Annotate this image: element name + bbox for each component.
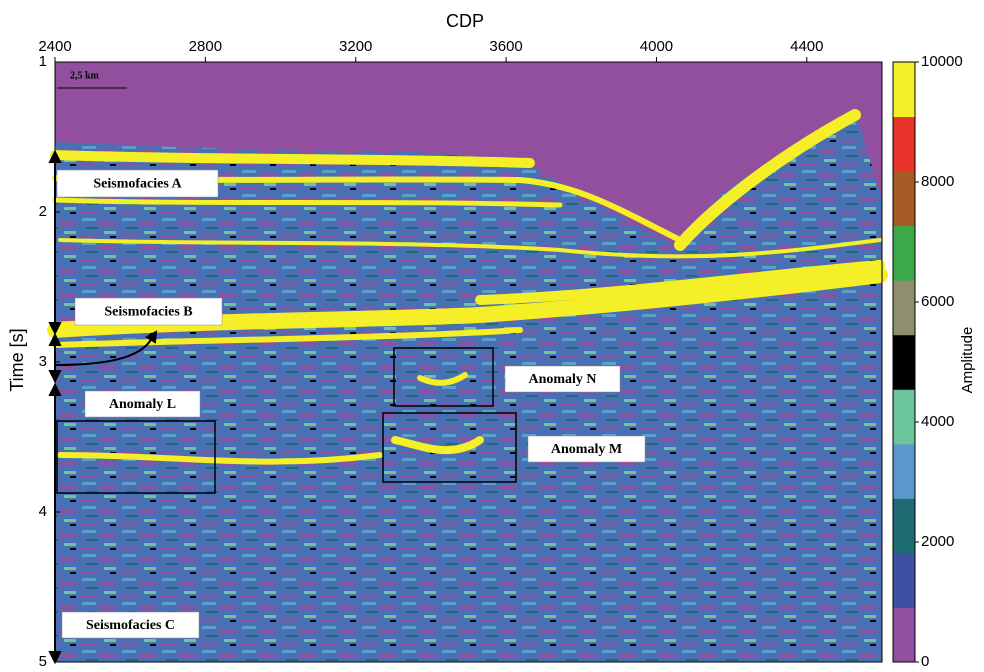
y-tick-label: 1 [39,53,47,70]
colorbar-band [893,444,915,499]
annotation-label: Anomaly M [551,442,622,457]
x-tick-label: 4400 [790,38,823,55]
colorbar-tick-label: 2000 [921,533,954,550]
x-tick-label: 2800 [189,38,222,55]
colorbar-tick-label: 8000 [921,173,954,190]
colorbar-tick-label: 0 [921,653,929,670]
colorbar-band [893,335,915,390]
annotation-label: Seismofacies B [104,305,192,320]
annotation-label: Anomaly N [528,372,596,387]
x-tick-label: 3600 [489,38,522,55]
colorbar-tick-label: 6000 [921,293,954,310]
x-tick-label: 4000 [640,38,673,55]
y-axis-title: Time [s] [7,328,27,391]
colorbar-band [893,389,915,444]
y-tick-label: 5 [39,653,47,670]
colorbar-band [893,62,915,117]
seismic-image [50,62,882,662]
annotation-label: Anomaly L [109,397,176,412]
x-axis-title: CDP [446,11,484,31]
colorbar-tick-label: 10000 [921,53,963,70]
figure: CDP Time [s] Amplitude 2,5 km 2400280032… [0,0,984,672]
colorbar-band [893,607,915,662]
y-tick-label: 3 [39,353,47,370]
colorbar-tick-label: 4000 [921,413,954,430]
colorbar-band [893,117,915,172]
colorbar-band [893,226,915,281]
annotation-label: Seismofacies C [86,618,175,633]
scale-label: 2,5 km [70,70,100,81]
page: {"chart_data": { "type": "seismic-sectio… [0,0,984,672]
colorbar-band [893,280,915,335]
colorbar-band [893,171,915,226]
colorbar-band [893,498,915,553]
y-tick-label: 4 [39,503,47,520]
y-tick-label: 2 [39,203,47,220]
x-tick-label: 3200 [339,38,372,55]
annotation-label: Seismofacies A [93,177,182,192]
colorbar-title: Amplitude [959,327,976,394]
colorbar-band [893,553,915,608]
